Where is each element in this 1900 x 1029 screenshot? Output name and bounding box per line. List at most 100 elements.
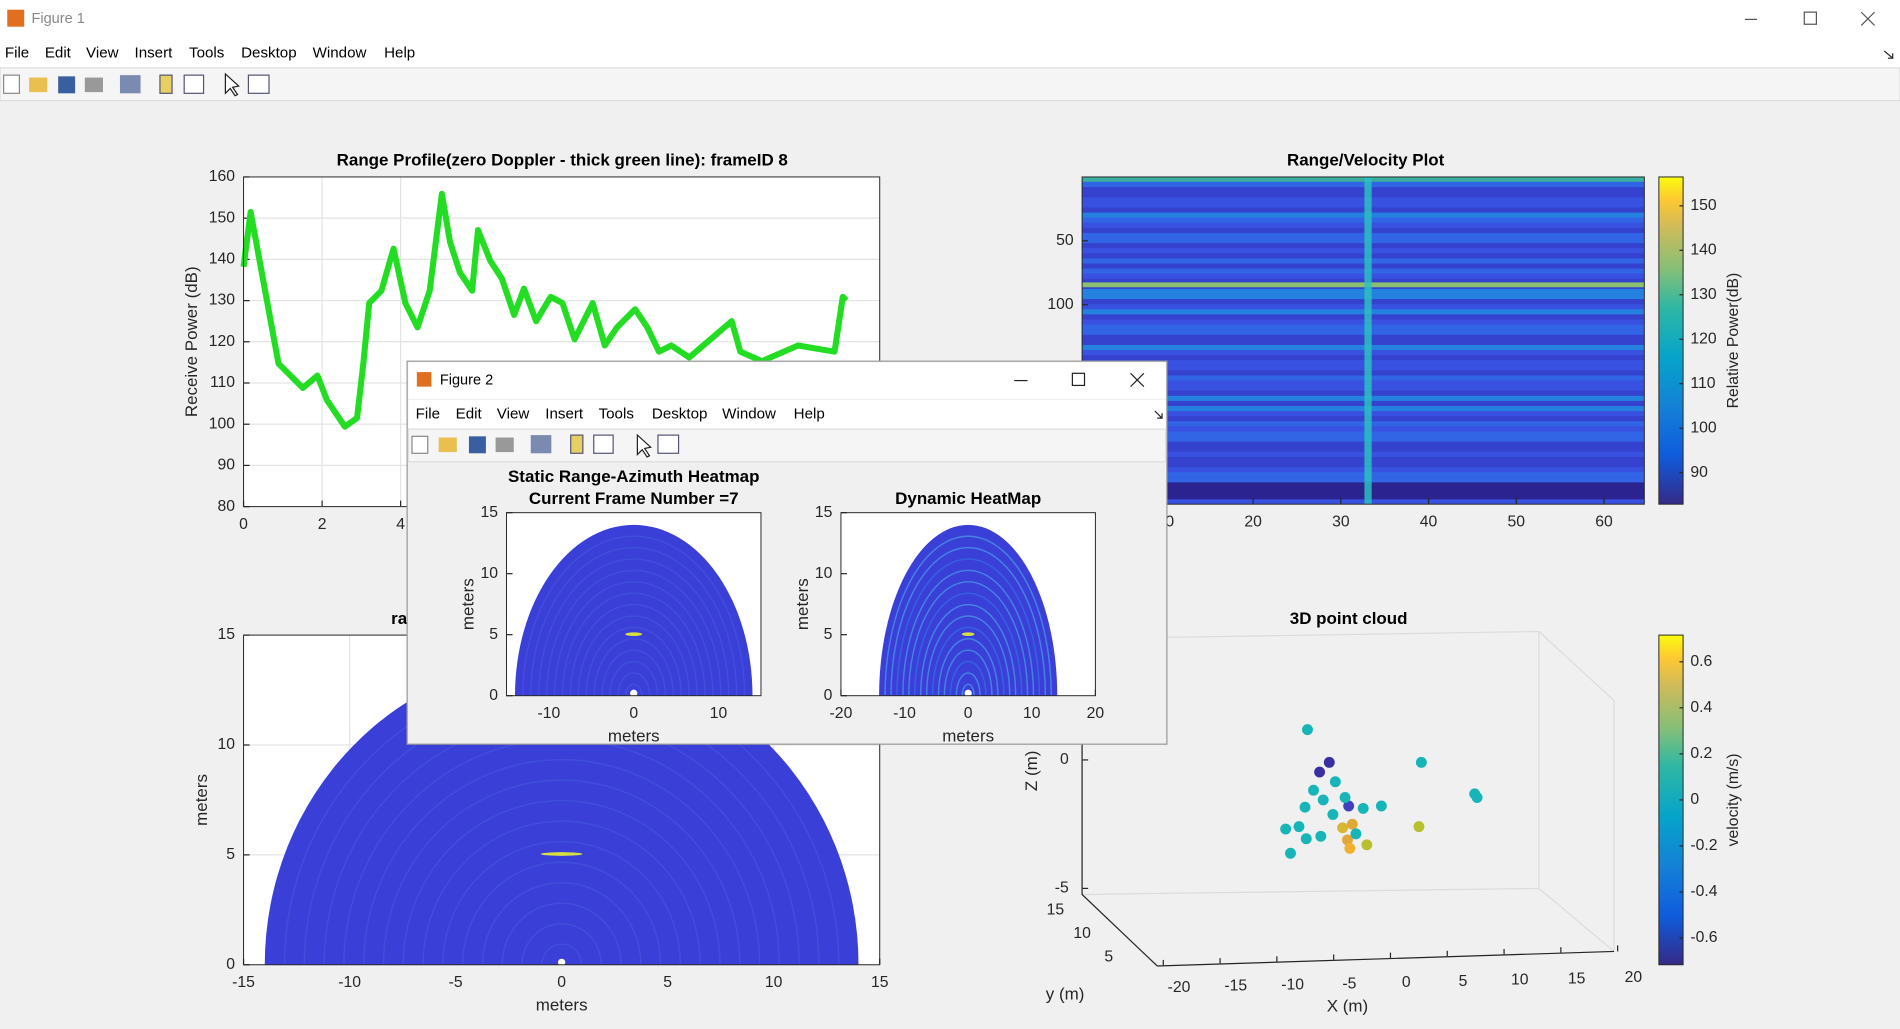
heatmap-row xyxy=(1082,411,1645,417)
property-icon[interactable] xyxy=(657,434,680,454)
menu-item[interactable]: View xyxy=(497,406,530,423)
origin-marker xyxy=(964,689,972,696)
heatmap-column xyxy=(1364,176,1372,505)
heatmap-row xyxy=(1082,497,1645,503)
colorbar-icon[interactable] xyxy=(570,434,584,454)
menu-item[interactable]: File xyxy=(5,44,29,61)
y-tick-label: 90 xyxy=(218,457,236,474)
save-icon[interactable] xyxy=(58,76,76,94)
open-icon[interactable] xyxy=(438,437,457,453)
point xyxy=(1308,784,1319,796)
menu-item[interactable]: Edit xyxy=(45,44,72,61)
x-tick-label: 0 xyxy=(1402,974,1411,991)
heatmap-field xyxy=(515,524,753,696)
x-axis-label: meters xyxy=(608,726,660,745)
heatmap-field xyxy=(879,524,1058,696)
heatmap-row xyxy=(1082,258,1645,264)
heatmap-hotspot xyxy=(540,852,583,856)
colorbar-tick-label: 120 xyxy=(1690,330,1717,347)
point xyxy=(1314,766,1326,778)
print-icon[interactable] xyxy=(495,437,514,453)
y-tick-label: 130 xyxy=(209,292,236,309)
x-tick-label: -15 xyxy=(1224,978,1247,995)
menu-item[interactable]: File xyxy=(416,406,440,423)
maximize-button[interactable] xyxy=(1803,11,1817,25)
dock-arrow[interactable] xyxy=(1154,410,1163,419)
x-tick-label: 4 xyxy=(396,516,405,533)
open-icon[interactable] xyxy=(29,77,48,93)
maximize-button[interactable] xyxy=(1071,372,1086,387)
y-tick-label: 150 xyxy=(209,209,236,226)
point xyxy=(1300,833,1312,845)
y-tick-label: 0 xyxy=(824,687,833,704)
print-preview-icon[interactable] xyxy=(530,435,552,454)
heatmap-row xyxy=(1082,355,1645,361)
menu-item[interactable]: Insert xyxy=(545,406,584,423)
menu-item[interactable]: Desktop xyxy=(241,44,296,61)
x-tick-label: 5 xyxy=(1459,973,1468,990)
heatmap-row xyxy=(1082,197,1645,203)
plot-title: Range/Velocity Plot xyxy=(1287,151,1445,170)
colorbar xyxy=(1658,176,1684,505)
pointer-icon[interactable] xyxy=(636,433,652,458)
point xyxy=(1329,776,1341,788)
x-tick-label: 0 xyxy=(557,974,566,991)
property-icon[interactable] xyxy=(247,74,270,94)
heatmap-ring xyxy=(569,603,698,696)
menu-item[interactable]: Window xyxy=(313,44,367,61)
heatmap-row xyxy=(1082,360,1645,366)
heatmap-row xyxy=(1082,456,1645,463)
x-axis-label: meters xyxy=(942,726,994,745)
menu-item[interactable]: Insert xyxy=(135,44,174,61)
heatmap-row xyxy=(1082,370,1645,376)
y-tick-label: 10 xyxy=(1073,925,1091,942)
colorbar-tick-label: 130 xyxy=(1690,286,1717,303)
menu-item[interactable]: View xyxy=(86,44,119,61)
dock-arrow[interactable] xyxy=(1883,50,1894,59)
point xyxy=(1344,842,1356,854)
y-tick-label: 110 xyxy=(210,374,235,391)
heatmap-row xyxy=(1082,273,1645,279)
plot-title: Static Range-Azimuth Heatmap xyxy=(508,467,759,486)
x-tick-label: 10 xyxy=(1511,972,1529,989)
heatmap-row xyxy=(1082,192,1645,198)
menu-item[interactable]: Help xyxy=(794,406,825,423)
app-icon xyxy=(7,9,25,27)
heatmap-row xyxy=(1082,390,1645,396)
legend-icon[interactable] xyxy=(183,74,205,94)
colorbar-icon[interactable] xyxy=(159,74,173,94)
y-tick-label: 10 xyxy=(480,565,498,582)
new-icon[interactable] xyxy=(3,74,20,94)
x-tick-label: -15 xyxy=(232,974,255,991)
print-preview-icon[interactable] xyxy=(119,75,141,94)
menu-item[interactable]: Edit xyxy=(456,406,483,423)
pointer-icon[interactable] xyxy=(224,72,241,97)
y-axis-label: y (m) xyxy=(1046,985,1085,1004)
menu-item[interactable]: Tools xyxy=(189,44,225,61)
figure1-window: Figure 1 File Edit View Insert Tools Desktop W… xyxy=(0,0,1900,102)
heatmap-row xyxy=(1082,365,1645,371)
heatmap-row xyxy=(1082,253,1645,259)
close-button[interactable] xyxy=(1860,11,1875,26)
new-icon[interactable] xyxy=(411,435,429,454)
heatmap-ring xyxy=(890,546,1047,696)
axes-box xyxy=(506,512,762,697)
heatmap-ring xyxy=(382,779,741,965)
x-tick-label: 10 xyxy=(765,974,783,991)
plot-title: 3D point cloud xyxy=(1290,609,1408,628)
heatmap-ring xyxy=(919,603,1017,696)
menu-item[interactable]: Desktop xyxy=(652,406,707,423)
save-icon[interactable] xyxy=(468,436,486,454)
close-button[interactable] xyxy=(1130,372,1145,388)
heatmap-ring xyxy=(501,902,622,965)
y-tick-label: 100 xyxy=(209,415,236,432)
heatmap-ring xyxy=(530,546,738,696)
origin-marker xyxy=(630,689,638,696)
print-icon[interactable] xyxy=(84,77,103,93)
legend-icon[interactable] xyxy=(593,434,614,454)
menu-item[interactable]: Window xyxy=(722,406,776,423)
heatmap-ring xyxy=(949,660,987,696)
point xyxy=(1375,800,1387,812)
menu-item[interactable]: Help xyxy=(384,44,415,61)
menu-item[interactable]: Tools xyxy=(599,406,635,423)
